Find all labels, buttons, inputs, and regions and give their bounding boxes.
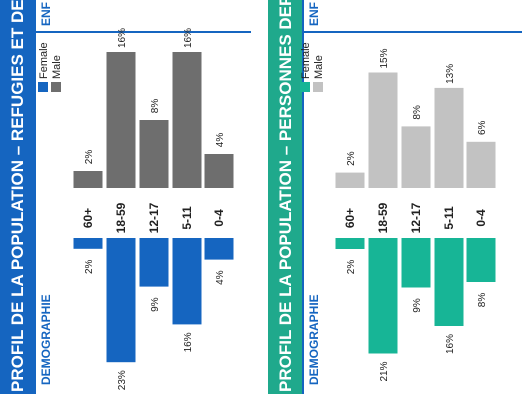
age-category-label: 5-11 xyxy=(180,206,194,230)
legend: Female Male xyxy=(38,42,63,92)
male-bar xyxy=(139,120,169,188)
female-value-label: 21% xyxy=(379,361,390,381)
male-bar xyxy=(172,52,202,188)
legend: Female Male xyxy=(300,42,325,92)
age-category-label: 12-17 xyxy=(409,202,423,233)
female-bar xyxy=(73,238,103,249)
female-bar xyxy=(335,238,365,249)
female-value-label: 4% xyxy=(215,270,226,285)
section-divider xyxy=(302,0,304,394)
male-bar xyxy=(368,72,398,188)
legend-female-swatch xyxy=(38,82,48,92)
age-category-label: 18-59 xyxy=(114,202,128,233)
age-category-label: 60+ xyxy=(81,208,95,228)
male-value-label: 15% xyxy=(379,48,390,68)
female-bar xyxy=(368,238,398,354)
section-divider xyxy=(34,0,36,394)
male-value-label: 4% xyxy=(215,133,226,148)
age-category-label: 18-59 xyxy=(376,202,390,233)
female-value-label: 9% xyxy=(412,298,423,313)
pyramid-chart: Female Male 60+ 2% 2% 18-59 16% 23% 12-17 8% 9% 5-1… xyxy=(38,28,234,390)
female-value-label: 16% xyxy=(445,334,456,354)
male-value-label: 16% xyxy=(183,28,194,48)
male-bar xyxy=(434,87,464,188)
female-value-label: 9% xyxy=(150,297,161,312)
age-category-label: 0-4 xyxy=(474,209,488,227)
male-value-label: 2% xyxy=(346,151,357,166)
legend-male-swatch xyxy=(313,82,323,92)
female-bar xyxy=(434,238,464,326)
male-bar xyxy=(466,141,496,188)
female-bar xyxy=(204,238,234,260)
female-value-label: 23% xyxy=(117,370,128,390)
male-value-label: 2% xyxy=(84,150,95,165)
male-value-label: 16% xyxy=(117,28,128,48)
male-value-label: 8% xyxy=(150,99,161,114)
legend-male-swatch xyxy=(51,82,61,92)
female-value-label: 2% xyxy=(346,260,357,275)
female-value-label: 8% xyxy=(477,293,488,308)
female-bar xyxy=(466,238,496,282)
age-category-label: 0-4 xyxy=(212,209,226,227)
male-bar xyxy=(73,171,103,188)
age-category-label: 12-17 xyxy=(147,202,161,233)
female-bar xyxy=(139,238,169,287)
legend-female-swatch xyxy=(300,82,310,92)
male-value-label: 8% xyxy=(412,105,423,120)
male-value-label: 6% xyxy=(477,120,488,135)
legend-female-label: Female xyxy=(38,42,50,79)
age-category-label: 5-11 xyxy=(442,206,456,230)
legend-female-label: Female xyxy=(300,42,312,79)
male-bar xyxy=(106,52,136,188)
title-band xyxy=(0,0,34,394)
header-rule xyxy=(36,31,251,33)
female-bar xyxy=(401,238,431,288)
header-rule xyxy=(304,31,522,33)
female-bar xyxy=(172,238,202,325)
age-category-label: 60+ xyxy=(343,208,357,228)
legend-male-label: Male xyxy=(313,55,325,79)
male-bar xyxy=(204,154,234,188)
male-bar xyxy=(335,172,365,188)
male-bar xyxy=(401,126,431,188)
title-band xyxy=(268,0,302,394)
female-value-label: 16% xyxy=(183,332,194,352)
female-value-label: 2% xyxy=(84,259,95,274)
female-bar xyxy=(106,238,136,363)
male-value-label: 13% xyxy=(445,64,456,84)
legend-male-label: Male xyxy=(51,55,63,79)
